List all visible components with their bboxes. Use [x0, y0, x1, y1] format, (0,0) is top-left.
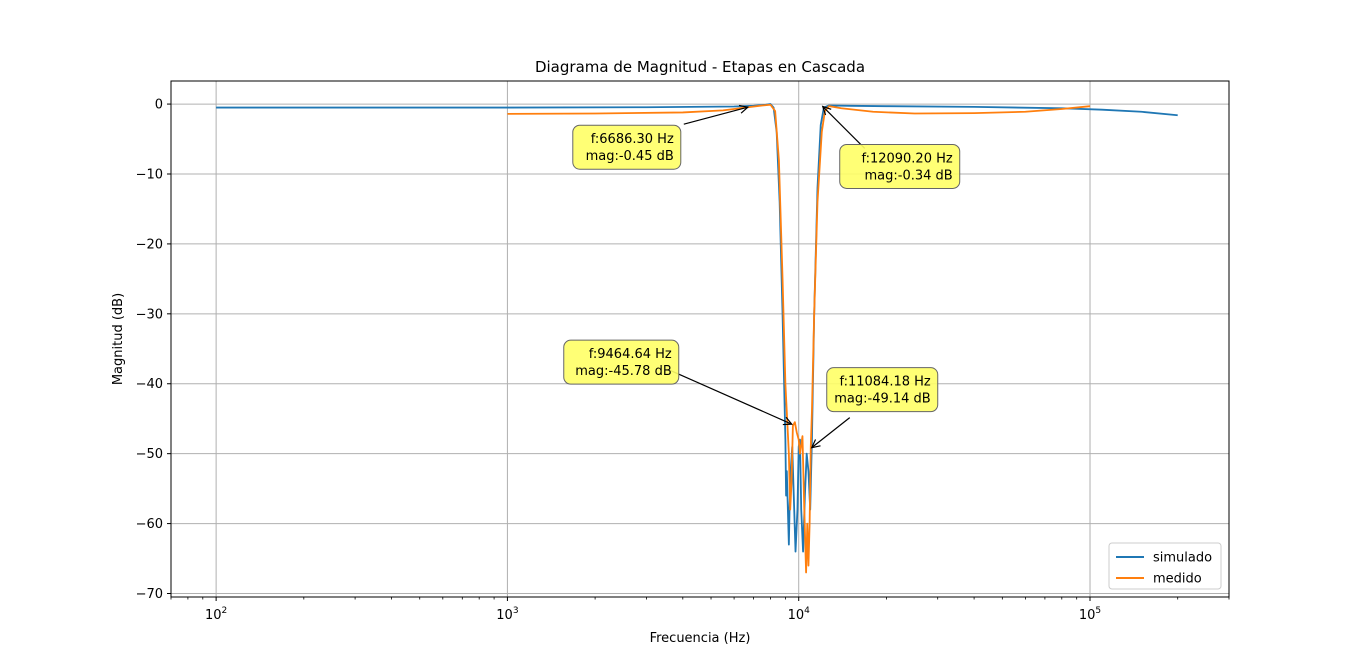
y-tick-label: −30 [136, 307, 163, 322]
x-tick-label: 104 [788, 606, 811, 623]
grid-lines [171, 81, 1229, 597]
y-tick-label: −50 [136, 447, 163, 462]
annotation-box [563, 339, 680, 385]
annotation-frequency: f:6686.30 Hz [591, 132, 674, 147]
annotation: f:9464.64 Hz mag:-45.78 dB [563, 339, 793, 426]
annotation-box [839, 143, 961, 189]
series-lines [216, 103, 1178, 574]
x-tick-label: 105 [1079, 606, 1101, 623]
y-tick-label: −70 [136, 587, 163, 602]
chart-title: Diagrama de Magnitud - Etapas en Cascada [535, 58, 865, 76]
y-tick-label: −40 [136, 377, 163, 392]
annotation-magnitude: mag:-49.14 dB [834, 392, 930, 407]
annotations: f:6686.30 Hz mag:-0.45 dB f:12090.20 Hz mag… [563, 104, 961, 449]
y-tick-label: −20 [136, 237, 163, 252]
annotation: f:12090.20 Hz mag:-0.34 dB [821, 105, 961, 189]
annotation-arrowhead [821, 105, 832, 116]
annotation: f:11084.18 Hz mag:-49.14 dB [810, 367, 939, 449]
series-line-medido [507, 103, 1091, 574]
x-minor-ticks [170, 597, 1230, 600]
x-tick-label: 103 [496, 606, 518, 623]
y-axis: 0 −10 −20 −30 −40 −50 −60 −70 [136, 98, 171, 602]
annotation-frequency: f:11084.18 Hz [839, 375, 930, 390]
annotation-arrow [811, 417, 851, 449]
annotation-arrowhead [782, 416, 793, 426]
legend-label: medido [1153, 572, 1202, 587]
annotation-arrow [822, 106, 866, 149]
y-tick-label: −10 [136, 167, 163, 182]
annotation-arrow [683, 106, 748, 125]
legend-label: simulado [1153, 551, 1212, 566]
annotation-frequency: f:9464.64 Hz [589, 347, 672, 362]
annotation: f:6686.30 Hz mag:-0.45 dB [572, 104, 750, 170]
x-axis: 102 103 104 105 [205, 597, 1101, 623]
plot-area-frame [170, 80, 1230, 598]
x-axis-label: Frecuencia (Hz) [650, 631, 751, 646]
legend: simulado medido [1108, 542, 1222, 590]
y-tick-label: 0 [155, 98, 163, 113]
annotation-arrowhead [738, 104, 750, 114]
y-axis-label: Magnitud (dB) [111, 293, 126, 385]
annotation-frequency: f:12090.20 Hz [861, 151, 952, 166]
x-tick-label: 102 [205, 606, 227, 623]
annotation-arrow [669, 369, 792, 425]
annotation-box [572, 124, 682, 170]
annotation-arrowhead [810, 439, 821, 449]
annotation-magnitude: mag:-45.78 dB [575, 364, 671, 379]
annotation-magnitude: mag:-0.34 dB [865, 168, 953, 183]
annotation-magnitude: mag:-0.45 dB [586, 149, 674, 164]
y-tick-label: −60 [136, 517, 163, 532]
annotation-box [826, 367, 939, 413]
